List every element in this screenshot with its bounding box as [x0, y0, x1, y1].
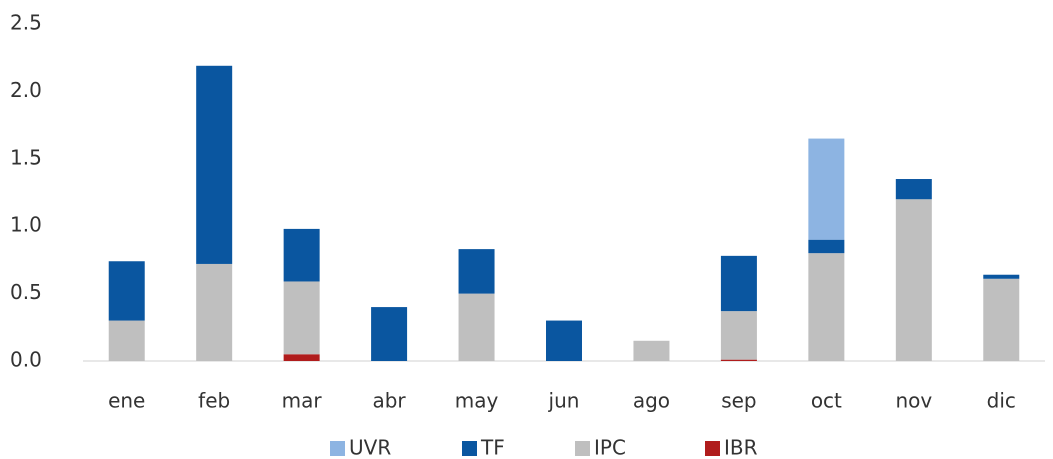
- bar-segment: [983, 278, 1020, 361]
- legend-label: IPC: [594, 436, 626, 459]
- legend-label: IBR: [724, 436, 758, 459]
- legend-swatch: [705, 441, 720, 456]
- y-tick-label: 0.0: [10, 348, 42, 372]
- legend-swatch: [462, 441, 477, 456]
- x-tick-label: sep: [721, 389, 756, 413]
- bar-segment: [808, 239, 845, 254]
- x-tick-label: abr: [372, 389, 406, 413]
- bar-segment: [546, 320, 582, 361]
- y-tick-label: 1.0: [10, 213, 42, 237]
- legend-swatch: [330, 441, 345, 456]
- x-tick-label: dic: [987, 389, 1016, 413]
- bar-segment: [196, 65, 233, 264]
- legend-label: UVR: [349, 436, 391, 459]
- y-tick-label: 2.0: [10, 78, 42, 102]
- bar-segment: [895, 179, 932, 200]
- bar-segment: [895, 199, 932, 361]
- bar-segment: [283, 281, 320, 355]
- bar-segment: [458, 249, 495, 294]
- bar-segment: [808, 253, 845, 361]
- x-tick-label: mar: [282, 389, 323, 413]
- y-tick-label: 2.5: [10, 11, 42, 35]
- x-tick-label: ago: [633, 389, 670, 413]
- legend-swatch: [575, 441, 590, 456]
- y-tick-label: 0.5: [10, 280, 42, 304]
- bar-segment: [720, 359, 757, 361]
- x-tick-label: nov: [895, 389, 932, 413]
- bar-segment: [808, 138, 845, 240]
- bar-segment: [108, 320, 145, 361]
- bar-segment: [633, 340, 670, 361]
- bar-segment: [983, 274, 1020, 279]
- x-tick-label: may: [455, 389, 499, 413]
- bar-segment: [458, 293, 495, 361]
- bar-segment: [720, 255, 757, 312]
- bar-segment: [196, 263, 233, 361]
- legend-label: TF: [480, 436, 505, 459]
- x-tick-label: ene: [108, 389, 145, 413]
- bar-segment: [720, 311, 757, 360]
- bar-segment: [283, 354, 320, 361]
- bar-segment: [371, 307, 408, 361]
- x-tick-label: jun: [548, 389, 580, 413]
- x-tick-label: oct: [811, 389, 842, 413]
- x-tick-label: feb: [198, 389, 230, 413]
- bar-segment: [283, 228, 320, 282]
- bar-segment: [108, 261, 145, 321]
- y-tick-label: 1.5: [10, 145, 42, 169]
